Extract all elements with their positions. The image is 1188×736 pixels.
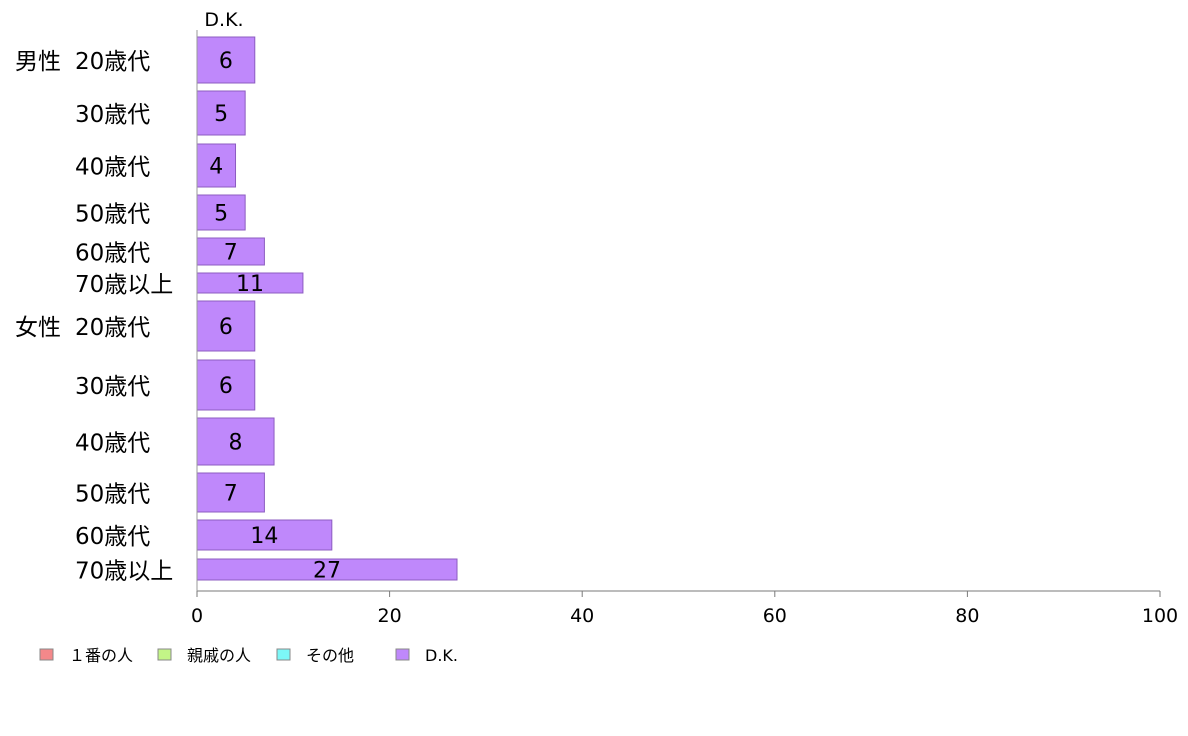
x-tick-label: 0: [191, 605, 203, 627]
legend-label: その他: [306, 646, 354, 665]
category-label: 50歳代: [75, 482, 150, 508]
x-tick-label: 100: [1142, 605, 1178, 627]
bar-value-label: 7: [224, 241, 238, 266]
category-label: 40歳代: [75, 155, 150, 181]
category-label: 30歳代: [75, 374, 150, 400]
bar-value-label: 4: [209, 155, 223, 180]
legend: １番の人 親戚の人 その他 D.K.: [39, 646, 458, 665]
bar-value-label: 14: [250, 524, 278, 549]
bar: [196, 143, 237, 188]
category-label: 40歳代: [75, 431, 150, 457]
legend-label: １番の人: [69, 646, 133, 665]
x-axis: 0 20 40 60 80 100: [191, 30, 1178, 627]
category-label: 20歳代: [75, 315, 150, 341]
legend-swatch: [276, 648, 291, 661]
bar: [196, 194, 246, 231]
x-tick-label: 40: [570, 605, 594, 627]
category-label: 60歳代: [75, 241, 150, 267]
bar-value-label: 7: [224, 482, 238, 507]
chart-title: D.K.: [204, 9, 243, 31]
bars: [196, 36, 458, 581]
legend-label: D.K.: [425, 646, 458, 665]
category-label: 30歳代: [75, 102, 150, 128]
category-label: 70歳以上: [75, 559, 173, 585]
category-labels: 20歳代 30歳代 40歳代 50歳代 60歳代 70歳以上 20歳代 30歳代 40歳代 50歳…: [75, 49, 173, 585]
bar: [196, 90, 246, 136]
bar: [196, 237, 265, 266]
group-label: 女性: [15, 315, 61, 341]
x-tick-label: 60: [763, 605, 787, 627]
bar-value-label: 5: [214, 102, 228, 127]
bar: [196, 36, 256, 84]
category-label: 70歳以上: [75, 272, 173, 298]
category-label: 60歳代: [75, 524, 150, 550]
legend-label: 親戚の人: [187, 646, 251, 665]
category-label: 50歳代: [75, 202, 150, 228]
bar-value-label: 8: [229, 431, 243, 456]
bar-value-label: 6: [219, 49, 233, 74]
bar-value-label: 6: [219, 374, 233, 399]
category-label: 20歳代: [75, 49, 150, 75]
bar-value-label: 27: [313, 559, 341, 584]
x-tick-label: 80: [955, 605, 979, 627]
bar: [196, 300, 256, 352]
bar-value-label: 11: [236, 272, 264, 297]
bar: [196, 359, 256, 411]
legend-swatch: [395, 648, 410, 661]
x-tick-label: 20: [378, 605, 402, 627]
bar-value-label: 5: [214, 202, 228, 227]
legend-swatch: [39, 648, 54, 661]
bar-value-label: 6: [219, 315, 233, 340]
legend-swatch: [157, 648, 172, 661]
group-label: 男性: [15, 49, 61, 75]
